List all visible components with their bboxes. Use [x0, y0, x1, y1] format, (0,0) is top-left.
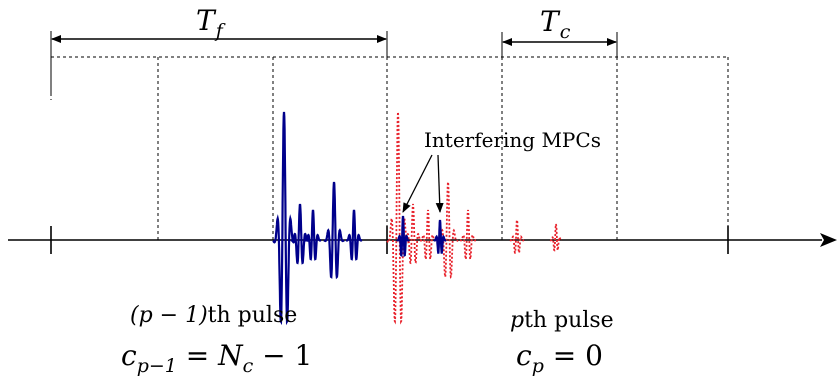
- frame-duration-label: Tf: [196, 4, 226, 42]
- interfering-mpc-waveforms: [396, 215, 447, 258]
- prev-pulse-component: [345, 209, 363, 261]
- cur-pulse-code: cp = 0: [516, 339, 603, 376]
- chip-duration-label: Tc: [540, 5, 571, 43]
- cur-pulse-component: [386, 111, 410, 325]
- prev-pulse-component: [272, 111, 296, 326]
- prev-pulse-label: (p − 1)th pulse: [130, 303, 297, 328]
- cur-pulse-component: [419, 209, 437, 261]
- cur-pulse-component: [509, 216, 525, 254]
- interfering-pointer-arrow: [435, 154, 444, 213]
- cur-pulse-component: [549, 223, 563, 252]
- prev-pulse-component: [304, 209, 322, 261]
- prev-pulse-component: [323, 181, 345, 280]
- interfering-pointer-arrow: [402, 154, 433, 213]
- interfering-mpc: [396, 215, 410, 258]
- cur-pulse-component: [459, 209, 477, 261]
- time-axis-arrowhead: [820, 233, 837, 247]
- prev-pulse-component: [290, 203, 310, 265]
- chip-boxes: [50, 56, 729, 240]
- prev-pulse-code: cp−1 = Nc − 1: [121, 339, 312, 376]
- interfering-mpcs-label: Interfering MPCs: [424, 128, 601, 152]
- interfering-mpc: [433, 219, 447, 254]
- cur-pulse-component: [403, 203, 423, 265]
- prev-pulse-waveform: [272, 111, 363, 326]
- cur-pulse-waveform: [386, 111, 563, 325]
- cur-pulse-label: pth pulse: [510, 308, 614, 333]
